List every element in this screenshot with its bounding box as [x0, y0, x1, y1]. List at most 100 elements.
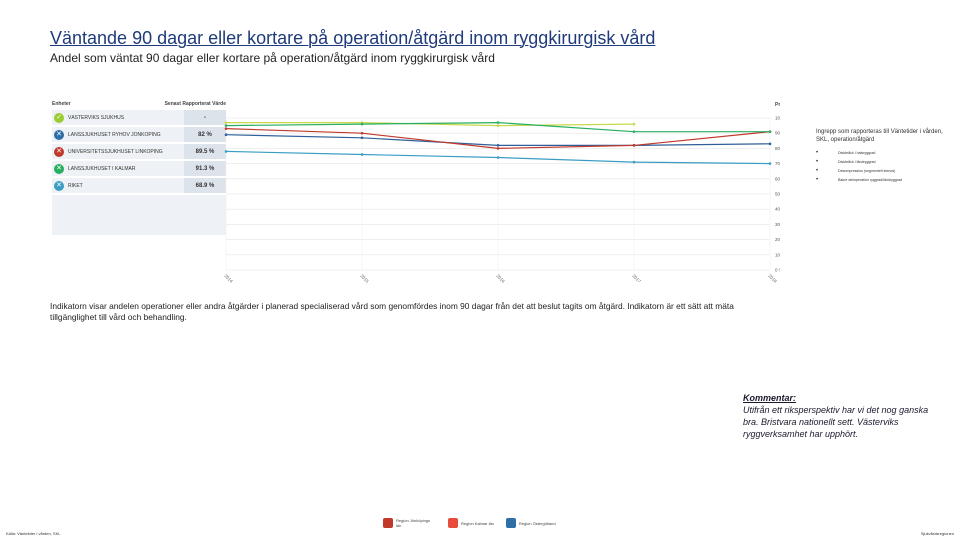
unit-name: LÄNSSJUKHUSET I KALMAR	[68, 165, 136, 172]
unit-table: Enheter Senast Rapporterat Värde ✓ VÄSTER…	[52, 98, 226, 235]
unit-row[interactable]: ✓ VÄSTERVIKS SJUKHUS -	[52, 110, 226, 125]
unit-name: VÄSTERVIKS SJUKHUS	[68, 114, 125, 121]
data-point	[360, 122, 364, 126]
page-title: Väntande 90 dagar eller kortare på opera…	[50, 28, 656, 48]
unit-latest-value: 91.3 %	[184, 161, 226, 176]
legend-item-label: Diskbråck i ländryggrad	[838, 159, 876, 164]
region-logo: Region Östergötland	[505, 518, 556, 528]
procedure-legend: Ingrepp som rapporteras till Väntetider …	[816, 128, 956, 184]
comment-text: Utifrån ett riksperspektiv har vi det no…	[743, 405, 929, 439]
unit-name: RIKET	[68, 182, 83, 189]
logo-text: Region Kalmar län	[461, 520, 494, 526]
y-axis-label: Procent	[775, 102, 780, 108]
data-point	[224, 127, 228, 130]
unit-table-header: Enheter Senast Rapporterat Värde	[52, 98, 226, 110]
legend-item: • Diskbråck i ländryggrad	[816, 157, 956, 166]
logo-mark-icon	[448, 518, 458, 528]
data-point	[224, 121, 228, 124]
data-point	[224, 124, 228, 127]
unit-row[interactable]: ✕ UNIVERSITETSSJUKHUSET LINKÖPING 89.5 %	[52, 144, 226, 159]
check-icon: ✓	[54, 112, 64, 123]
legend-item-label: Bakre steloperation ryggrad/ländryggrad	[838, 177, 903, 182]
legend-item-label: Dekompression (segmentell stenos)	[838, 168, 896, 173]
y-tick-label: 30 %	[775, 222, 780, 227]
logo-text: Region Östergötland	[518, 520, 556, 526]
legend-item-label: Diskbråck i halsryggrad	[838, 150, 876, 155]
region-logo: Region Kalmar län	[448, 518, 494, 528]
cross-icon: ✕	[54, 146, 64, 157]
logo-text: Region Jönköpings län	[396, 518, 431, 528]
data-point	[224, 133, 228, 137]
unit-name: LÄNSSJUKHUSET RYHOV JÖNKÖPING	[68, 131, 161, 138]
cross-icon: ✕	[54, 129, 64, 140]
data-point	[632, 122, 636, 126]
legend-item: • Dekompression (segmentell stenos)	[816, 166, 956, 175]
unit-latest-value: 68.9 %	[184, 178, 226, 193]
series-line	[226, 122, 635, 127]
y-tick-label: 90 %	[775, 131, 780, 136]
bullet-icon: •	[816, 149, 819, 156]
line-chart: 0 % 10 % 20 % 30 % 40 % 50 % 60 % 70 % 80 % 90 % 1…	[223, 102, 780, 284]
bullet-icon: •	[816, 167, 819, 174]
y-tick-label: 80 %	[775, 146, 780, 151]
data-point	[496, 156, 500, 159]
comment-box: Kommentar: Utifrån ett riksperspektiv ha…	[743, 392, 943, 440]
unit-table-filler	[52, 195, 226, 235]
x-tick-label: 2017	[631, 273, 642, 284]
data-point	[768, 142, 772, 146]
data-point	[768, 162, 772, 165]
region-logos: Region Jönköpings län Region Kalmar län Re…	[383, 518, 556, 528]
data-point	[224, 150, 228, 153]
header-unit: Enheter	[52, 101, 71, 107]
y-tick-label: 0 %	[775, 268, 780, 273]
cross-icon: ✕	[54, 163, 64, 174]
unit-latest-value: -	[184, 110, 226, 125]
data-point	[496, 144, 500, 147]
data-point	[632, 144, 636, 147]
header-latest-value: Senast Rapporterat Värde	[164, 101, 226, 107]
indicator-description: Indikatorn visar andelen operationer ell…	[50, 301, 734, 322]
data-point	[632, 160, 636, 164]
data-point	[360, 131, 364, 135]
y-tick-label: 20 %	[775, 237, 780, 242]
comment-heading: Kommentar:	[743, 393, 797, 403]
cross-icon: ✕	[54, 180, 64, 191]
unit-table-rows: ✓ VÄSTERVIKS SJUKHUS - ✕ LÄNSSJUKHUSET RYHOV…	[52, 110, 226, 193]
unit-row[interactable]: ✕ LÄNSSJUKHUSET RYHOV JÖNKÖPING 82 %	[52, 127, 226, 142]
data-point	[632, 130, 636, 133]
footer-page: Sjukvårdsregionen	[920, 531, 954, 536]
data-point	[768, 130, 772, 133]
bullet-icon: •	[816, 176, 819, 183]
page-subtitle: Andel som väntat 90 dagar eller kortare …	[50, 51, 495, 65]
unit-latest-value: 82 %	[184, 127, 226, 142]
unit-row[interactable]: ✕ LÄNSSJUKHUSET I KALMAR 91.3 %	[52, 161, 226, 176]
x-tick-label: 2014	[223, 273, 234, 284]
footer-source: Källa: Väntetider i vården, SKL	[6, 531, 61, 536]
logo-mark-icon	[383, 518, 393, 528]
y-tick-label: 60 %	[775, 176, 780, 181]
x-tick-label: 2018	[767, 273, 778, 284]
x-tick-label: 2015	[359, 273, 370, 284]
chart-panel: Enheter Senast Rapporterat Värde ✓ VÄSTER…	[50, 98, 780, 290]
legend-title: Ingrepp som rapporteras till Väntetider …	[816, 129, 943, 143]
legend-list: • Diskbråck i halsryggrad • Diskbråck i län…	[816, 148, 956, 184]
y-tick-label: 100 %	[775, 116, 780, 121]
data-point	[496, 121, 500, 124]
region-logo: Region Jönköpings län	[383, 518, 436, 528]
legend-item: • Bakre steloperation ryggrad/ländryggrad	[816, 175, 956, 184]
logo-mark-icon	[505, 518, 516, 528]
bullet-icon: •	[816, 158, 819, 165]
y-tick-label: 40 %	[775, 207, 780, 212]
data-point	[360, 153, 364, 156]
y-tick-label: 70 %	[775, 161, 780, 166]
data-point	[496, 124, 500, 127]
unit-name: UNIVERSITETSSJUKHUSET LINKÖPING	[68, 148, 163, 155]
data-point	[496, 147, 500, 150]
legend-item: • Diskbråck i halsryggrad	[816, 148, 956, 157]
data-point	[360, 136, 364, 140]
unit-row[interactable]: ✕ RIKET 68.9 %	[52, 178, 226, 193]
unit-latest-value: 89.5 %	[184, 144, 226, 159]
x-tick-label: 2016	[495, 273, 506, 284]
y-tick-label: 50 %	[775, 192, 780, 197]
y-tick-label: 10 %	[775, 252, 780, 257]
